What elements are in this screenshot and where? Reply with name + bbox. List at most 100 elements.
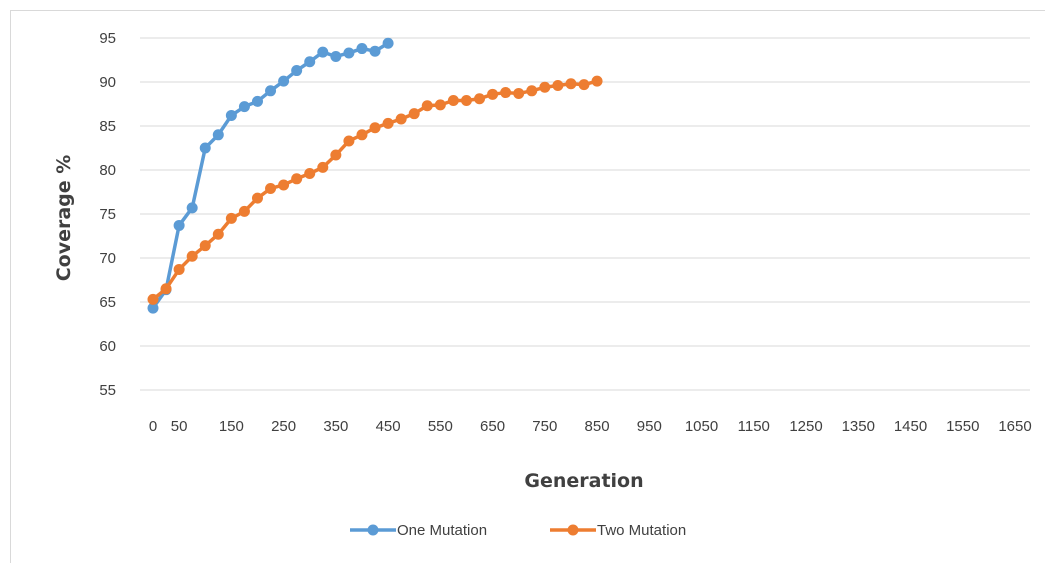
data-point	[251, 95, 263, 107]
data-point	[199, 142, 211, 154]
data-point	[212, 129, 224, 141]
x-tick-label: 1050	[685, 418, 718, 435]
data-point	[173, 263, 185, 275]
series-2	[147, 75, 603, 305]
x-tick-label: 1650	[998, 418, 1031, 435]
data-point	[526, 85, 538, 97]
data-point	[408, 108, 420, 120]
x-tick-label: 350	[323, 418, 348, 435]
x-axis-title: Generation	[524, 470, 643, 492]
x-tick-label: 850	[585, 418, 610, 435]
data-point	[304, 56, 316, 68]
legend-swatch-marker	[367, 524, 379, 536]
data-point	[317, 161, 329, 173]
data-point	[356, 129, 368, 141]
data-point	[278, 179, 290, 191]
x-tick-label: 1350	[842, 418, 875, 435]
legend-swatch-marker	[567, 524, 579, 536]
x-tick-label: 1250	[789, 418, 822, 435]
legend-label: One Mutation	[397, 522, 487, 539]
y-axis-title: Coverage %	[53, 155, 75, 282]
legend-item-2: Two Mutation	[550, 522, 686, 539]
data-point	[356, 43, 368, 55]
x-tick-label: 750	[532, 418, 557, 435]
data-point	[199, 240, 211, 252]
data-point	[474, 93, 486, 105]
y-tick-label: 90	[99, 74, 116, 91]
data-point	[447, 94, 459, 106]
x-tick-label: 50	[171, 418, 188, 435]
data-point	[330, 50, 342, 62]
x-tick-label: 950	[637, 418, 662, 435]
series-line	[151, 79, 598, 301]
series-group	[147, 37, 603, 314]
data-point	[291, 173, 303, 185]
x-tick-label: 150	[219, 418, 244, 435]
series-line	[151, 41, 389, 310]
data-point	[147, 302, 159, 314]
data-point	[578, 79, 590, 91]
series-1	[147, 37, 394, 314]
data-point	[147, 293, 159, 305]
data-point	[382, 117, 394, 129]
y-axis-ticks: 55 60 65 70 75 80 85 90 95	[99, 30, 116, 399]
y-tick-label: 75	[99, 206, 116, 223]
x-tick-label: 250	[271, 418, 296, 435]
data-point	[251, 192, 263, 204]
data-point	[500, 87, 512, 99]
data-point	[591, 75, 603, 87]
data-point	[265, 85, 277, 97]
data-point	[513, 87, 525, 99]
data-point	[212, 228, 224, 240]
x-tick-label: 0	[149, 418, 157, 435]
data-point	[382, 37, 394, 49]
legend: One Mutation Two Mutation	[350, 522, 686, 539]
data-point	[421, 100, 433, 112]
y-tick-label: 60	[99, 338, 116, 355]
data-point	[343, 135, 355, 147]
data-point	[317, 46, 329, 58]
x-tick-label: 1150	[738, 418, 770, 435]
data-point	[238, 101, 250, 113]
data-point	[278, 75, 290, 87]
data-point	[565, 78, 577, 90]
grid-lines	[140, 37, 1030, 391]
data-point	[369, 45, 381, 57]
data-point	[265, 182, 277, 194]
x-tick-label: 650	[480, 418, 505, 435]
data-point	[225, 109, 237, 121]
y-tick-label: 95	[99, 30, 116, 47]
data-point	[225, 212, 237, 224]
data-point	[173, 219, 185, 231]
data-point	[552, 80, 564, 92]
data-point	[330, 149, 342, 161]
y-tick-label: 55	[99, 382, 116, 399]
data-point	[291, 65, 303, 77]
data-point	[487, 88, 499, 100]
data-point	[395, 113, 407, 125]
data-point	[434, 99, 446, 111]
y-tick-label: 65	[99, 294, 116, 311]
x-tick-label: 1450	[894, 418, 927, 435]
x-axis-ticks: 0 50 150 250 350 450 550 650 750 850 950 1050 1150 12…	[149, 418, 1032, 435]
data-point	[186, 202, 198, 214]
y-tick-label: 80	[99, 162, 116, 179]
data-point	[460, 94, 472, 106]
frame-border-left	[10, 10, 11, 563]
data-point	[539, 81, 551, 93]
x-tick-label: 450	[376, 418, 401, 435]
data-point	[186, 250, 198, 262]
data-point	[238, 205, 250, 217]
x-tick-label: 550	[428, 418, 453, 435]
x-tick-label: 1550	[946, 418, 979, 435]
data-point	[369, 122, 381, 134]
legend-item-1: One Mutation	[350, 522, 487, 539]
y-tick-label: 70	[99, 250, 116, 267]
y-tick-label: 85	[99, 118, 116, 135]
frame-border-top	[10, 10, 1045, 11]
data-point	[160, 283, 172, 295]
data-point	[304, 168, 316, 180]
legend-label: Two Mutation	[597, 522, 686, 539]
